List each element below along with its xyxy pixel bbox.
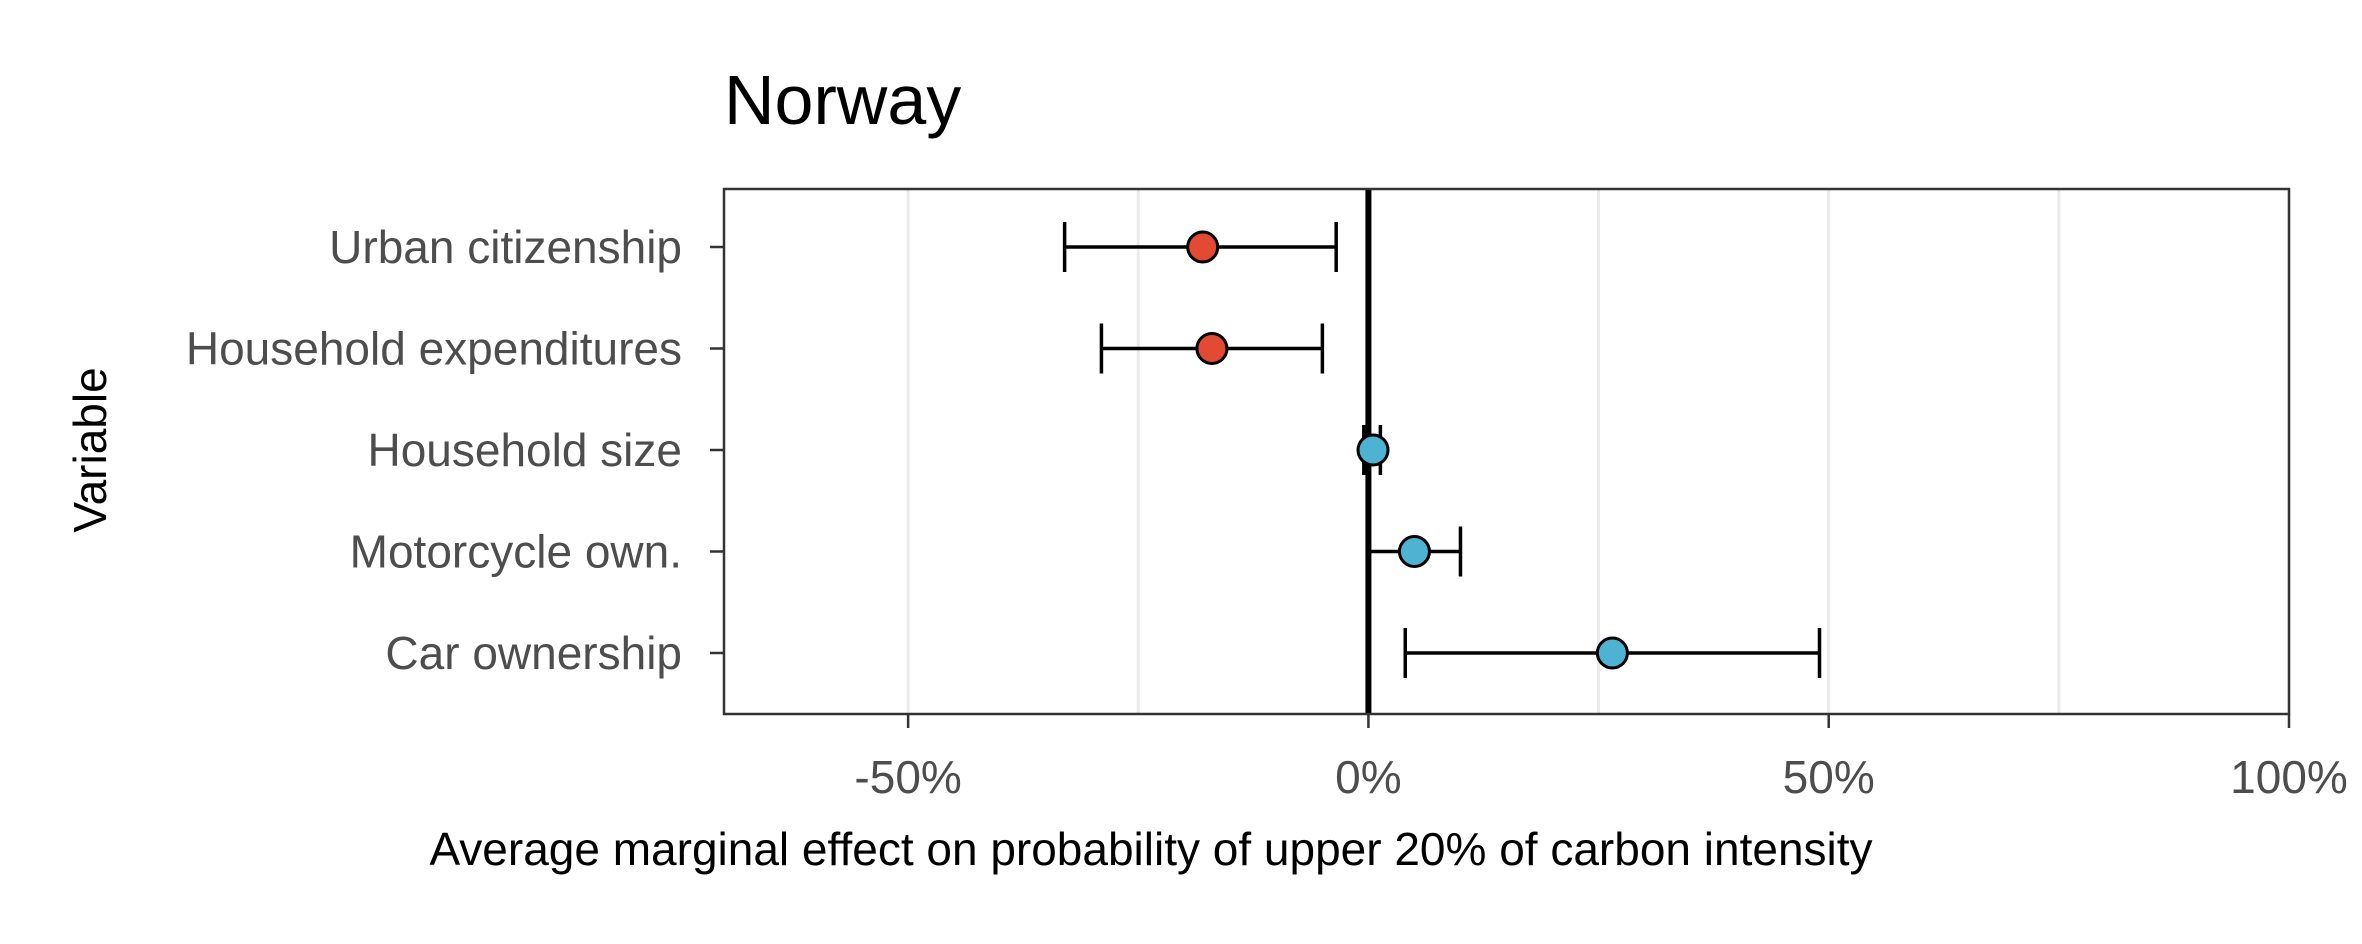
x-axis-label: Average marginal effect on probability o… [429, 823, 1872, 875]
estimate-point [1195, 332, 1229, 365]
data-marks [1062, 222, 1822, 678]
estimate-point [1356, 433, 1390, 467]
chart-title: Norway [724, 61, 961, 139]
estimate-point [1186, 230, 1220, 264]
x-tick-label: -50% [854, 751, 961, 803]
y-axis-label: Variable [64, 367, 116, 532]
y-tick-label: Household expenditures [186, 323, 682, 375]
plot-panel-border [722, 187, 2291, 716]
x-tick-label: 50% [1783, 751, 1875, 803]
gridlines [906, 189, 2291, 714]
y-axis: Urban citizenship Household expenditures H… [186, 221, 724, 679]
y-tick-label: Car ownership [385, 627, 682, 679]
estimate-point [1397, 535, 1431, 568]
y-tick-label: Motorcycle own. [350, 526, 682, 578]
x-tick-label: 100% [2230, 751, 2348, 803]
y-tick-label: Urban citizenship [329, 221, 682, 273]
estimate-point [1595, 636, 1629, 670]
x-tick-label: 0% [1335, 751, 1401, 803]
y-tick-label: Household size [367, 424, 682, 476]
x-axis: -50% 0% 50% 100% [854, 714, 2348, 803]
